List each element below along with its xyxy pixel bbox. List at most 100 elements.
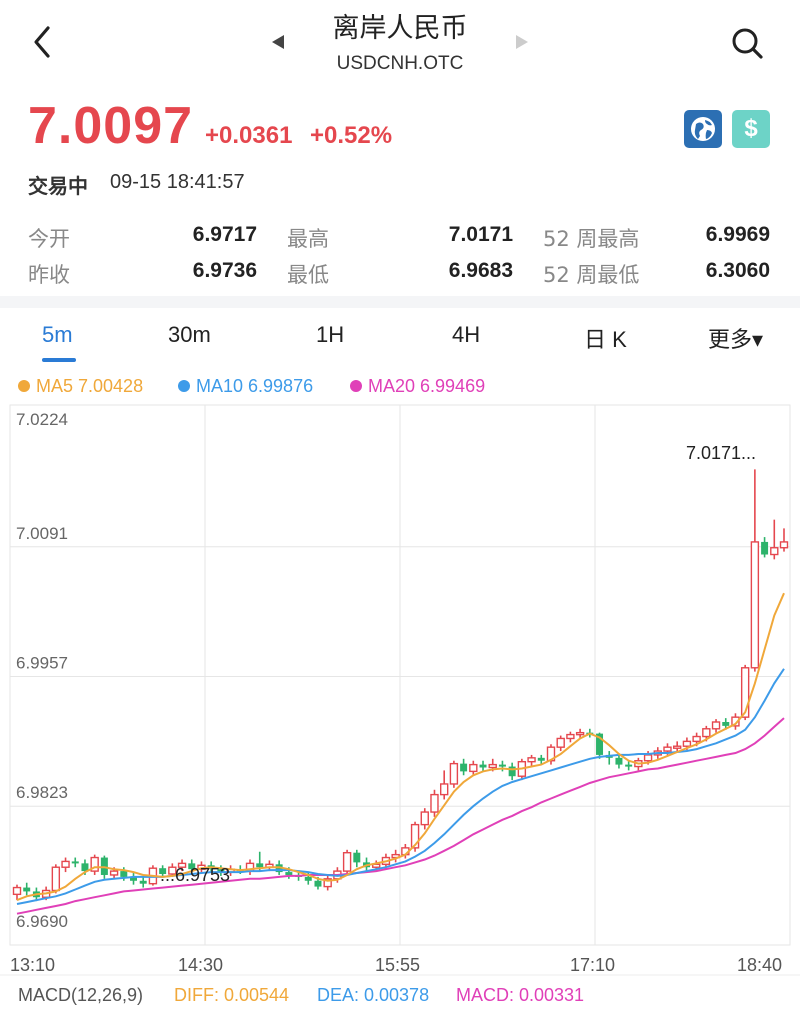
- page-title: 离岸人民币: [332, 13, 468, 44]
- candle-body: [120, 871, 128, 877]
- legend-ma5-text: MA5 7.00428: [36, 376, 144, 396]
- candle-body: [139, 880, 147, 884]
- x-tick-label: 14:30: [178, 955, 223, 975]
- last-price: 7.0097: [28, 97, 194, 155]
- candle-body: [566, 733, 575, 740]
- ma20-line: [16, 717, 785, 915]
- candle-body: [410, 823, 420, 849]
- next-symbol-icon[interactable]: [512, 32, 532, 52]
- macd-params: MACD(12,26,9): [18, 985, 144, 1005]
- back-arrow-icon[interactable]: [28, 22, 58, 62]
- y-tick-label: 6.9690: [16, 912, 68, 931]
- candle-body: [12, 886, 22, 896]
- app-header: 离岸人民币 USDCNH.OTC: [0, 0, 800, 90]
- candle-body: [479, 764, 487, 768]
- previous-symbol-icon[interactable]: [268, 32, 288, 52]
- candle-body: [130, 876, 138, 881]
- tab-daily[interactable]: 日 K: [584, 327, 627, 352]
- open-value: 6.9717: [192, 223, 257, 246]
- w52-high-label: 52 周最高: [543, 227, 640, 251]
- candle-body: [663, 746, 672, 752]
- w52-low-label: 52 周最低: [543, 263, 640, 287]
- candle-body: [342, 852, 352, 872]
- candle-body: [692, 735, 701, 743]
- candle-body: [353, 852, 361, 863]
- candle-body: [779, 541, 789, 549]
- candle-body: [761, 541, 769, 555]
- w52-high-value: 6.9969: [705, 223, 770, 246]
- candle-body: [740, 667, 750, 718]
- candle-body: [81, 863, 89, 872]
- low-value: 6.9683: [448, 259, 513, 282]
- candle-body: [673, 745, 682, 749]
- legend-ma20: MA20 6.99469: [350, 376, 485, 397]
- high-value: 7.0171: [448, 223, 513, 246]
- candle-body: [469, 763, 478, 773]
- candle-body: [750, 541, 760, 669]
- candle-body: [439, 783, 449, 796]
- candlestick-chart[interactable]: 7.0224 7.0091 6.9957 6.9823 6.9690 13:10 14:30…: [0, 400, 800, 980]
- candle-body: [488, 763, 497, 769]
- ma10-line: [16, 668, 785, 905]
- y-tick-label: 7.0091: [16, 524, 68, 543]
- candle-body: [109, 870, 119, 876]
- ma5-line: [16, 592, 785, 902]
- y-tick-label: 6.9957: [16, 654, 68, 673]
- active-tab-indicator: [42, 358, 76, 362]
- candle-body: [449, 762, 459, 785]
- candle-body: [23, 887, 31, 892]
- candle-body: [430, 793, 439, 813]
- low-annotation: ...6.9753: [160, 865, 230, 885]
- candle-body: [460, 763, 468, 772]
- high-label: 最高: [287, 227, 329, 251]
- dollar-icon[interactable]: $: [732, 110, 770, 148]
- globe-icon[interactable]: [684, 110, 722, 148]
- candle-body: [188, 863, 196, 870]
- tab-more[interactable]: 更多▾: [708, 327, 764, 352]
- tab-1h[interactable]: 1H: [316, 322, 345, 347]
- search-icon[interactable]: [728, 24, 768, 64]
- candle-body: [314, 880, 322, 887]
- high-annotation: 7.0171...: [686, 443, 756, 463]
- section-divider: [0, 296, 800, 308]
- candle-body: [420, 811, 429, 826]
- symbol-code: USDCNH.OTC: [336, 53, 464, 74]
- x-tick-label: 17:10: [570, 955, 615, 975]
- candle-body: [498, 764, 506, 767]
- tab-30m[interactable]: 30m: [168, 322, 211, 347]
- candle-body: [159, 868, 167, 875]
- tab-4h[interactable]: 4H: [452, 322, 481, 347]
- quote-time: 09-15 18:41:57: [110, 171, 245, 193]
- candle-body: [596, 733, 604, 755]
- candle-body: [508, 766, 516, 777]
- price-change-percent: +0.52%: [310, 122, 393, 149]
- candle-body: [61, 860, 70, 868]
- macd-value: MACD: 0.00331: [456, 985, 585, 1005]
- x-tick-label: 18:40: [737, 955, 782, 975]
- candle-body: [643, 754, 653, 762]
- tab-5m[interactable]: 5m: [42, 322, 73, 347]
- candle-body: [770, 547, 779, 556]
- candle-body: [527, 757, 536, 763]
- macd-dea: DEA: 0.00378: [317, 985, 430, 1005]
- candle-body: [51, 866, 61, 892]
- open-label: 今开: [28, 227, 70, 251]
- candle-body: [256, 863, 264, 868]
- macd-diff: DIFF: 0.00544: [174, 985, 290, 1005]
- prev-close-value: 6.9736: [192, 259, 257, 282]
- candle-body: [90, 856, 99, 872]
- candle-body: [168, 866, 177, 875]
- candle-body: [71, 861, 79, 864]
- y-tick-label: 7.0224: [16, 410, 68, 429]
- candle-body: [177, 862, 187, 868]
- low-label: 最低: [287, 263, 329, 287]
- trading-status: 交易中: [28, 174, 88, 198]
- candle-body: [323, 878, 332, 888]
- candle-body: [702, 728, 711, 738]
- candle-body: [615, 757, 623, 765]
- candle-body: [575, 731, 585, 736]
- candle-body: [304, 876, 312, 881]
- legend-ma20-text: MA20 6.99469: [368, 376, 486, 396]
- legend-ma10-text: MA10 6.99876: [196, 376, 314, 396]
- prev-close-label: 昨收: [28, 263, 70, 287]
